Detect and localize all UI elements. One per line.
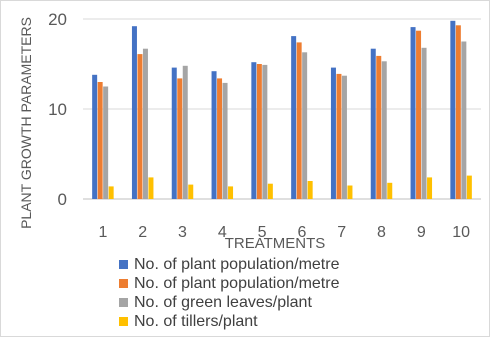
bar (142, 48, 148, 200)
x-tick-label: 1 (98, 224, 107, 241)
bar (108, 186, 114, 199)
y-tick-label: 0 (58, 190, 67, 209)
x-tick-label: 2 (138, 224, 147, 241)
bar (103, 86, 109, 199)
bar (228, 186, 234, 199)
x-tick-label: 9 (417, 224, 426, 241)
bar (211, 71, 217, 199)
x-tick-label: 4 (218, 224, 227, 241)
bar (256, 64, 262, 199)
bar (347, 185, 353, 199)
x-axis-tick-labels: 1 2 3 4 5 6 7 8 9 10 (98, 224, 470, 241)
bar (421, 47, 427, 199)
legend-label: No. of green leaves/plant (134, 294, 312, 311)
bar (370, 48, 376, 200)
legend-item: No. of green leaves/plant (119, 293, 339, 312)
bar (131, 26, 137, 200)
x-tick-label: 7 (337, 224, 346, 241)
x-tick-label: 5 (258, 224, 267, 241)
bar (387, 182, 393, 199)
bar-chart: 0 10 20 1 2 3 4 5 6 7 8 9 10 PLANT GROWTH PARAMETER… (18, 10, 481, 252)
x-tick-label: 8 (377, 224, 386, 241)
bar (217, 78, 223, 199)
bar (341, 75, 347, 199)
legend-swatch (119, 298, 128, 307)
legend-swatch (119, 279, 128, 288)
bar (97, 82, 103, 199)
legend-item: No. of plant population/metre (119, 274, 339, 293)
chart-legend: No. of plant population/metre No. of plan… (119, 255, 339, 331)
legend-label: No. of plant population/metre (134, 256, 340, 273)
bar (455, 25, 461, 199)
bar (330, 67, 336, 199)
gridlines (83, 18, 481, 200)
y-tick-label: 20 (48, 10, 67, 29)
bar (416, 30, 422, 200)
bar (267, 183, 273, 199)
bar (450, 20, 456, 199)
bar (171, 67, 177, 199)
legend-swatch (119, 260, 128, 269)
bar (336, 73, 342, 199)
bar (296, 42, 302, 200)
bar (92, 74, 98, 199)
legend-item: No. of plant population/metre (119, 255, 339, 274)
bar (291, 36, 297, 199)
legend-label: No. of tillers/plant (134, 313, 258, 330)
bar (251, 62, 257, 200)
bar (148, 177, 154, 199)
bar (222, 82, 228, 199)
bar (302, 52, 308, 199)
bar (137, 54, 143, 199)
bar (410, 27, 416, 199)
bar (262, 64, 268, 200)
bar (307, 181, 313, 199)
bar (427, 177, 433, 199)
bar-series (92, 20, 472, 200)
bar (188, 184, 194, 199)
bar (466, 175, 472, 199)
y-axis-tick-labels: 0 10 20 (48, 10, 67, 209)
y-tick-label: 10 (48, 100, 67, 119)
bar (461, 41, 467, 199)
x-tick-label: 10 (452, 224, 470, 241)
x-axis-label: TREATMENTS (225, 235, 326, 252)
x-tick-label: 6 (297, 224, 306, 241)
legend-item: No. of tillers/plant (119, 312, 339, 331)
bar (376, 55, 382, 200)
bar (381, 61, 387, 199)
bar (182, 65, 188, 199)
legend-swatch (119, 317, 128, 326)
y-axis-label: PLANT GROWTH PARAMETERS (18, 17, 34, 229)
x-tick-label: 3 (178, 224, 187, 241)
bar (177, 78, 183, 199)
legend-label: No. of plant population/metre (134, 275, 340, 292)
